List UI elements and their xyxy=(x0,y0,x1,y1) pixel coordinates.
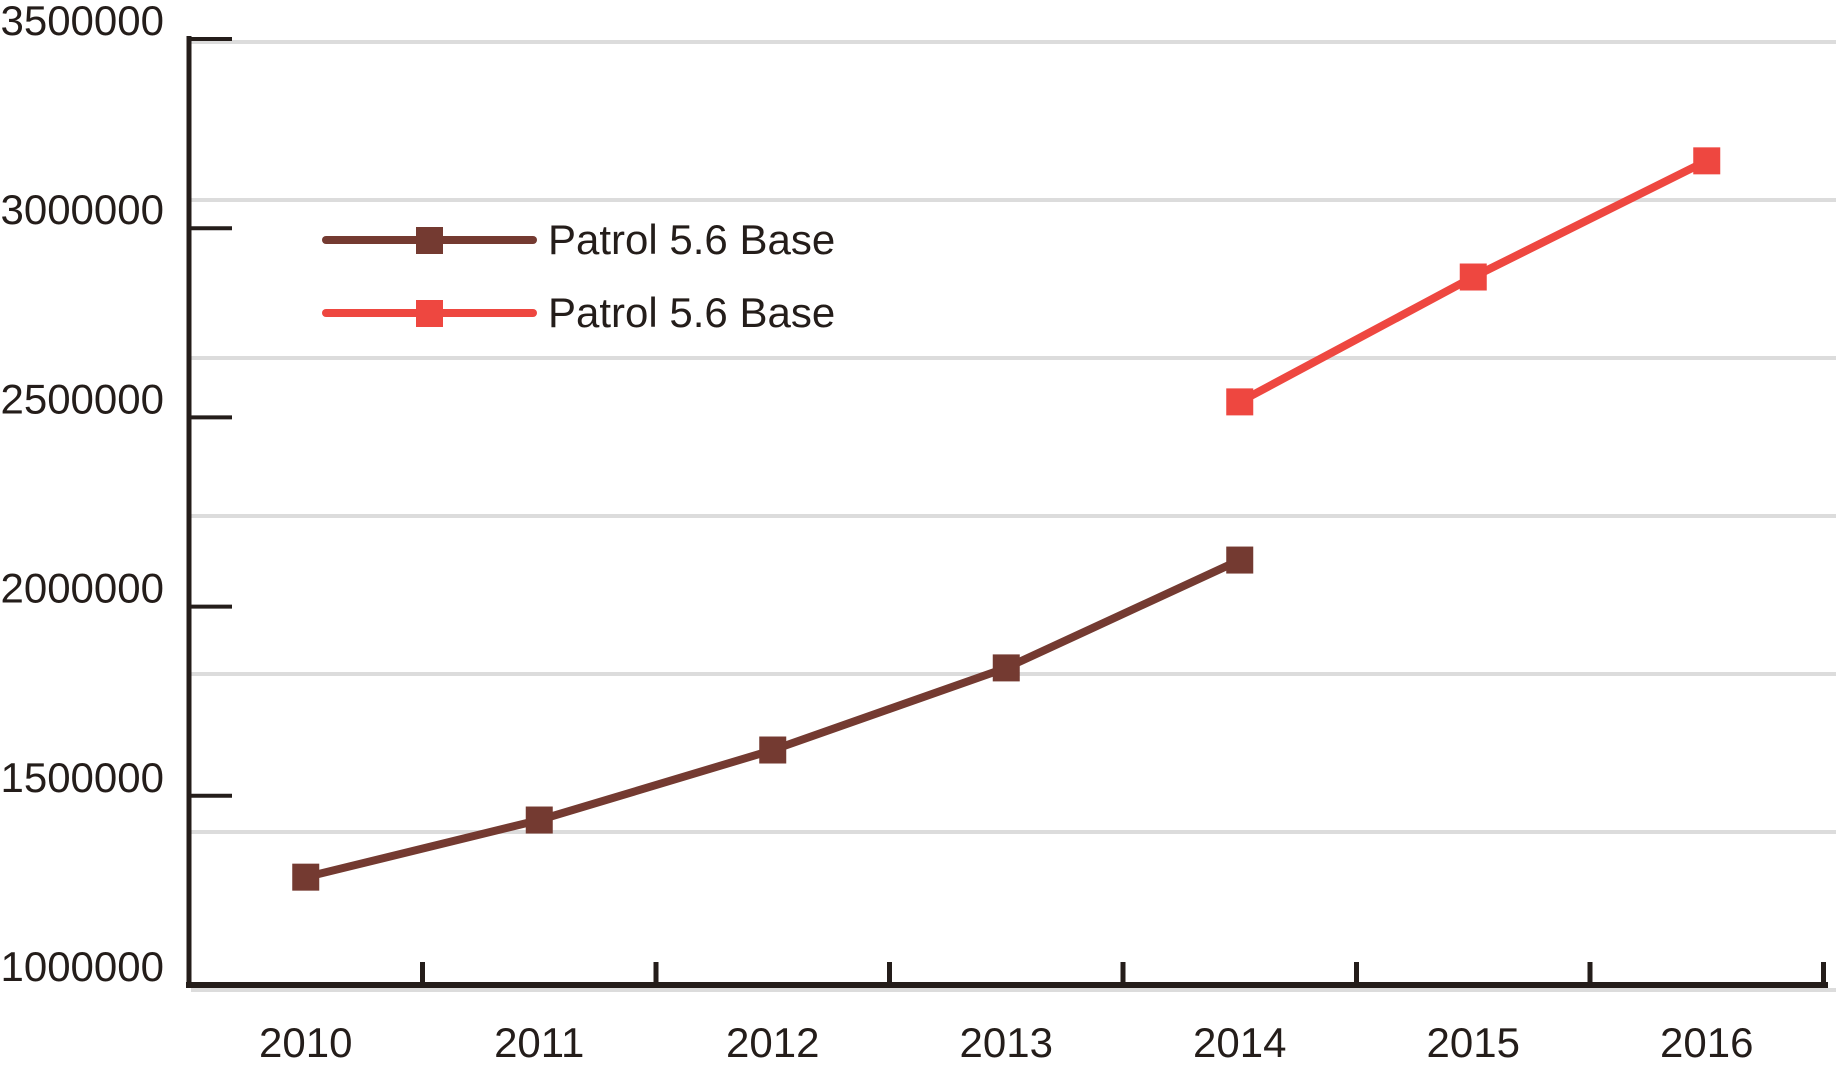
data-point-marker xyxy=(1459,263,1487,291)
y-tick-label: 2500000 xyxy=(0,375,164,422)
x-tick-label: 2013 xyxy=(960,1019,1053,1066)
x-tick-label: 2010 xyxy=(259,1019,352,1066)
x-tick-label: 2014 xyxy=(1193,1019,1286,1066)
data-point-marker xyxy=(1226,388,1254,416)
y-tick-label: 1000000 xyxy=(0,943,164,990)
x-tick-label: 2012 xyxy=(726,1019,819,1066)
x-tick-label: 2016 xyxy=(1660,1019,1753,1066)
y-tick-label: 2000000 xyxy=(0,565,164,612)
data-point-marker xyxy=(992,654,1020,682)
y-tick-label: 1500000 xyxy=(0,754,164,801)
data-point-marker xyxy=(292,863,320,891)
series-line-0 xyxy=(301,556,1244,882)
data-point-marker xyxy=(525,806,553,834)
x-tick-label: 2011 xyxy=(494,1019,584,1066)
x-tick-label: 2015 xyxy=(1427,1019,1520,1066)
data-point-marker xyxy=(1226,546,1254,574)
data-point-marker xyxy=(1693,147,1721,175)
data-point-marker xyxy=(759,736,787,764)
y-tick-label: 3500000 xyxy=(0,0,164,44)
y-tick-label: 3000000 xyxy=(0,186,164,233)
